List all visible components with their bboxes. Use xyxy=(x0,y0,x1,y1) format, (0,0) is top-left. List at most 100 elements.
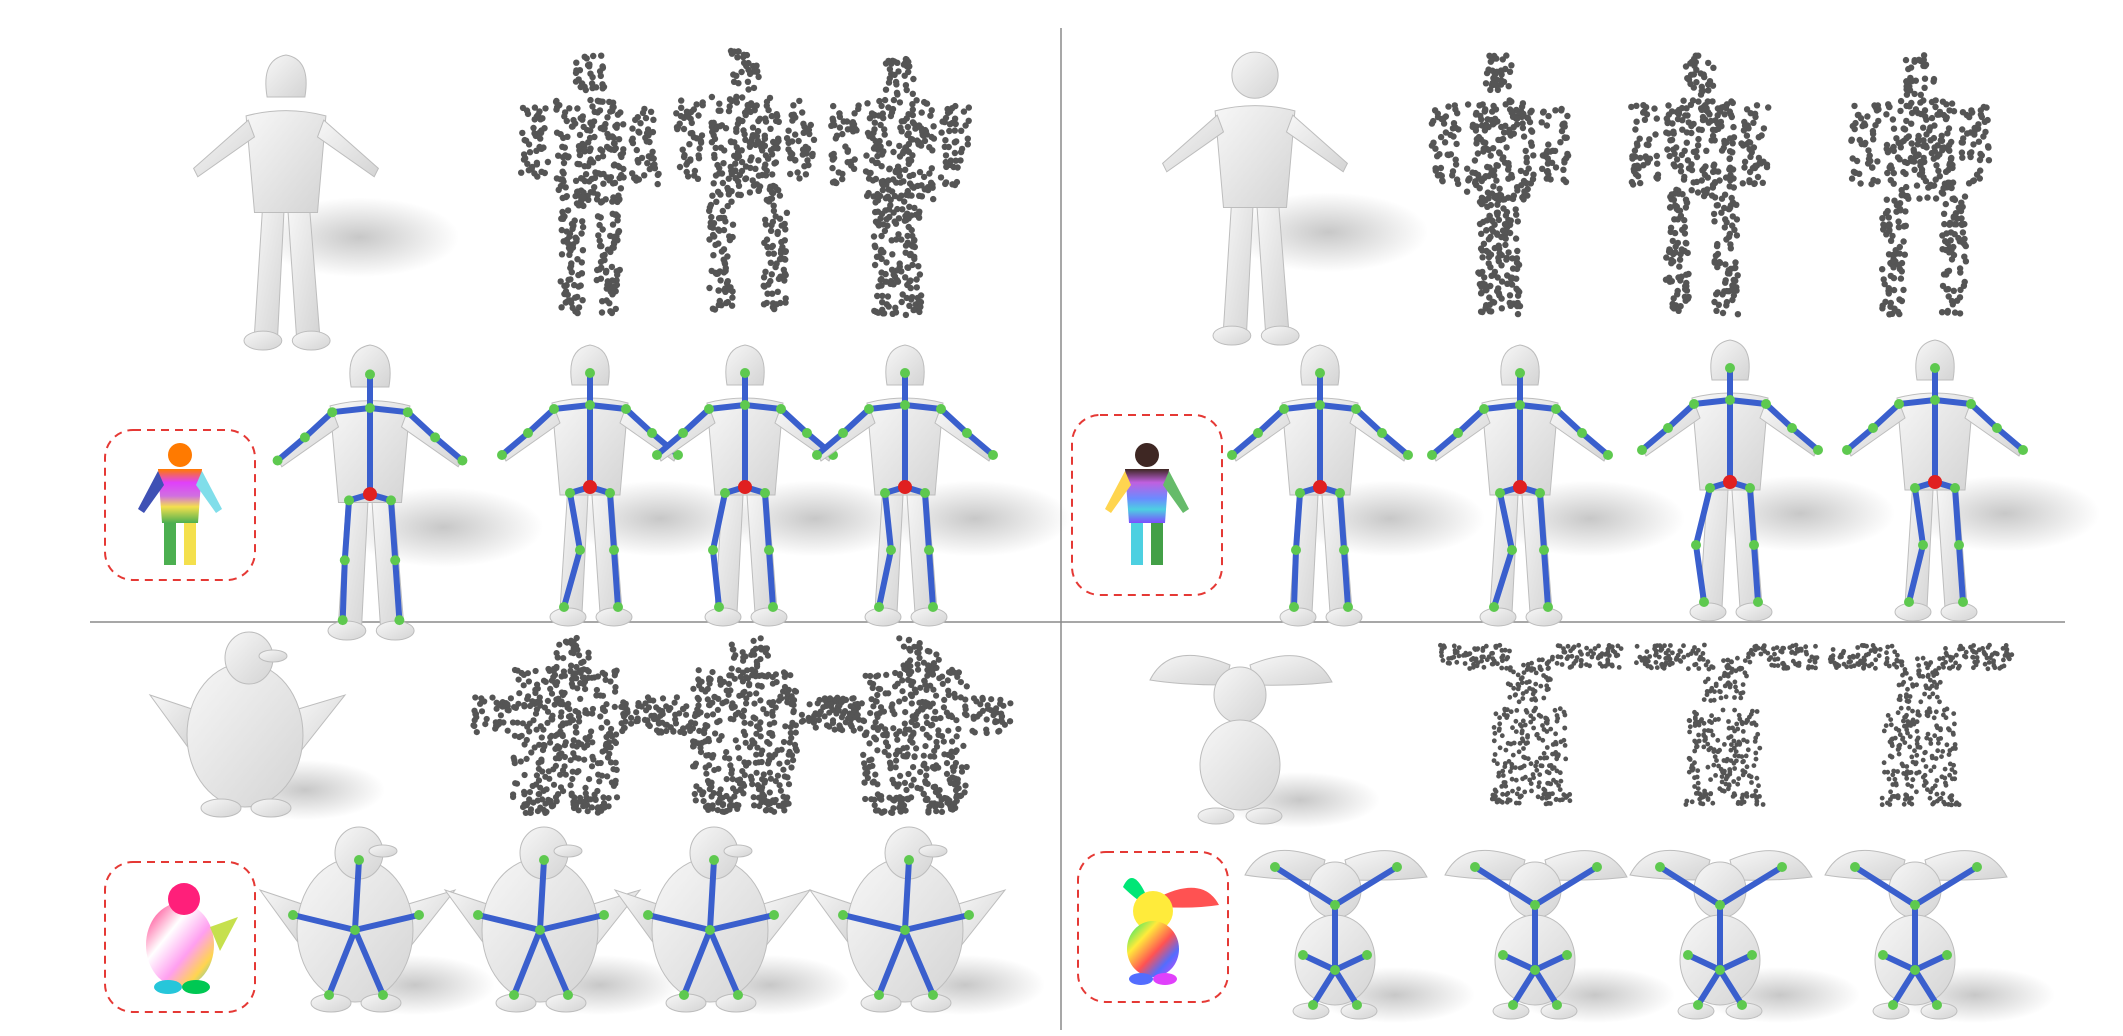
mesh-ear-right xyxy=(1249,655,1333,686)
cloud-point xyxy=(1528,761,1534,767)
cloud-point xyxy=(745,86,752,93)
cloud-point xyxy=(1584,645,1589,651)
cloud-point xyxy=(1938,132,1945,139)
cloud-point xyxy=(767,125,774,132)
cloud-point xyxy=(1513,184,1521,191)
cloud-point xyxy=(1529,788,1534,794)
cloud-point xyxy=(1492,787,1498,793)
cloud-point xyxy=(1742,670,1748,676)
skeleton-bone xyxy=(1291,547,1299,610)
cloud-point xyxy=(616,163,623,171)
cloud-point xyxy=(525,141,533,148)
cloud-point xyxy=(907,663,914,670)
cloud-point xyxy=(1744,717,1750,723)
cloud-point xyxy=(650,155,657,162)
cloud-point xyxy=(889,105,897,113)
cloud-point xyxy=(917,684,924,691)
cloud-point xyxy=(1549,656,1555,662)
cloud-point xyxy=(1662,276,1670,283)
cloud-point xyxy=(1496,797,1502,803)
cloud-point xyxy=(561,282,568,290)
skeleton-bone xyxy=(814,430,846,458)
cloud-point xyxy=(561,672,569,679)
cloud-point xyxy=(1927,137,1934,144)
cloud-point xyxy=(885,140,893,147)
cloud-point xyxy=(728,665,735,672)
cloud-point xyxy=(885,186,892,193)
cloud-point xyxy=(729,776,736,783)
cloud-point xyxy=(599,63,606,70)
cloud-point xyxy=(535,791,542,798)
cloud-point xyxy=(809,152,816,160)
cloud-point xyxy=(1690,767,1695,773)
cloud-point xyxy=(569,683,576,690)
inset-head xyxy=(168,443,192,467)
cloud-point xyxy=(815,711,823,718)
cloud-point xyxy=(1722,277,1729,284)
cloud-point xyxy=(1900,168,1907,176)
mesh-head xyxy=(1710,339,1750,381)
cloud-point xyxy=(1514,247,1521,255)
cloud-point xyxy=(712,241,719,249)
skeleton-joint xyxy=(1403,450,1413,460)
cloud-point xyxy=(1634,643,1640,649)
cloud-point xyxy=(765,250,772,257)
cloud-point xyxy=(1734,272,1741,279)
cloud-point xyxy=(768,222,775,229)
cloud-point xyxy=(540,787,547,795)
cloud-point xyxy=(1499,665,1505,671)
skeleton-joint xyxy=(1515,400,1525,410)
cloud-point xyxy=(750,794,757,801)
skeleton-joint xyxy=(1699,597,1709,607)
skeleton-joint xyxy=(1495,488,1505,498)
cloud-point xyxy=(1524,115,1532,122)
cloud-point xyxy=(1920,56,1928,64)
cloud-point xyxy=(611,179,619,187)
cloud-point xyxy=(1446,656,1452,661)
cloud-point xyxy=(558,304,565,311)
skeleton-joint xyxy=(1377,428,1387,438)
cloud-point xyxy=(1739,721,1745,727)
cloud-point xyxy=(1560,176,1567,183)
cloud-point xyxy=(1519,120,1526,127)
cloud-point xyxy=(1705,741,1711,747)
root-joint xyxy=(1928,475,1942,489)
cloud-point xyxy=(1763,163,1771,171)
cloud-point xyxy=(1447,131,1454,139)
cloud-point xyxy=(471,722,478,730)
cloud-point xyxy=(708,783,715,790)
cloud-point xyxy=(1735,781,1741,787)
skeleton-joint xyxy=(1689,399,1699,409)
mesh-leg-left xyxy=(1222,196,1254,332)
cloud-point xyxy=(578,259,585,266)
cloud-point xyxy=(1482,80,1490,87)
skeleton-joint xyxy=(1343,602,1353,612)
cloud-point xyxy=(570,750,577,757)
cloud-point xyxy=(541,704,549,711)
cloud-point xyxy=(924,666,931,674)
cloud-point xyxy=(777,693,784,700)
cloud-point xyxy=(553,663,560,671)
cloud-point xyxy=(1983,104,1990,111)
cloud-point xyxy=(1732,753,1738,759)
cloud-point xyxy=(1436,151,1443,158)
cloud-point xyxy=(1696,666,1702,671)
cloud-point xyxy=(1949,301,1957,308)
cloud-point xyxy=(746,744,754,751)
cloud-point xyxy=(917,785,924,792)
cloud-point xyxy=(1958,149,1966,156)
cloud-point xyxy=(878,809,885,816)
cloud-point xyxy=(569,225,576,232)
cloud-point xyxy=(889,701,896,708)
cloud-point xyxy=(1714,289,1721,296)
cloud-point xyxy=(743,51,751,59)
cloud-point xyxy=(1699,113,1707,121)
cloud-point xyxy=(1723,781,1729,787)
cloud-point xyxy=(746,189,754,196)
cloud-point xyxy=(1569,653,1575,659)
cloud-point xyxy=(1753,788,1759,794)
cloud-point xyxy=(579,247,587,254)
cloud-point xyxy=(1497,745,1503,751)
cloud-point xyxy=(905,140,913,148)
skeleton-joint xyxy=(1749,540,1759,550)
